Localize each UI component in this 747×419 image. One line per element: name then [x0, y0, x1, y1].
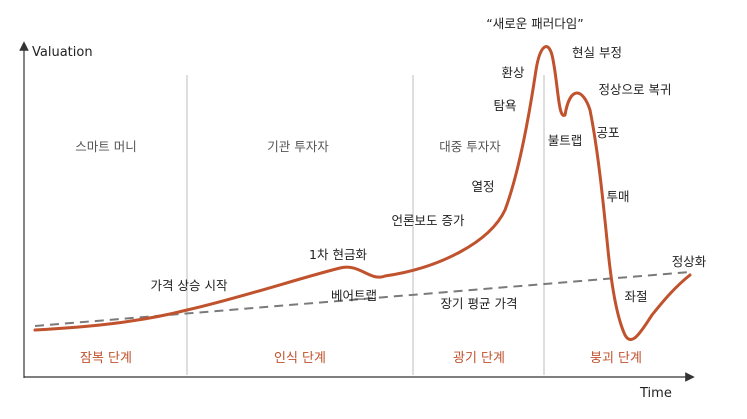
- phase-awareness: 인식 단계: [274, 351, 326, 366]
- annotation-fear: 공포: [596, 125, 619, 140]
- annotation-capitulation: 투매: [606, 189, 629, 204]
- annotation-long-term-mean: 장기 평균 가격: [441, 296, 518, 311]
- annotation-bear-trap: 베어트랩: [331, 288, 377, 303]
- phase-stealth: 잠복 단계: [80, 351, 132, 366]
- y-axis-label: Valuation: [32, 45, 93, 60]
- phase-blowoff: 붕괴 단계: [590, 351, 642, 366]
- annotation-bull-trap: 불트랩: [548, 133, 583, 148]
- annotation-greed: 탐욕: [493, 98, 516, 113]
- bubble-curve: [33, 45, 692, 341]
- annotation-denial: 현실 부정: [572, 45, 622, 60]
- annotation-despair: 좌절: [624, 289, 647, 304]
- annotation-normalization: 정상화: [672, 254, 707, 269]
- annotation-price-rise-start: 가격 상승 시작: [151, 278, 228, 293]
- long-term-mean-line: [34, 271, 691, 327]
- annotation-new-paradigm: “새로운 패러다임”: [486, 16, 583, 31]
- region-public: 대중 투자자: [439, 139, 501, 154]
- region-smart-money: 스마트 머니: [75, 139, 136, 154]
- annotation-first-cashing: 1차 현금화: [309, 247, 367, 262]
- annotation-enthusiasm: 열정: [471, 179, 494, 194]
- x-axis-label: Time: [639, 386, 672, 401]
- region-institutional: 기관 투자자: [267, 139, 329, 154]
- annotation-delusion: 환상: [501, 65, 525, 80]
- annotation-media-attention: 언론보도 증가: [392, 213, 465, 228]
- phase-mania: 광기 단계: [453, 351, 505, 366]
- annotation-return-to-normal: 정상으로 복귀: [599, 82, 672, 97]
